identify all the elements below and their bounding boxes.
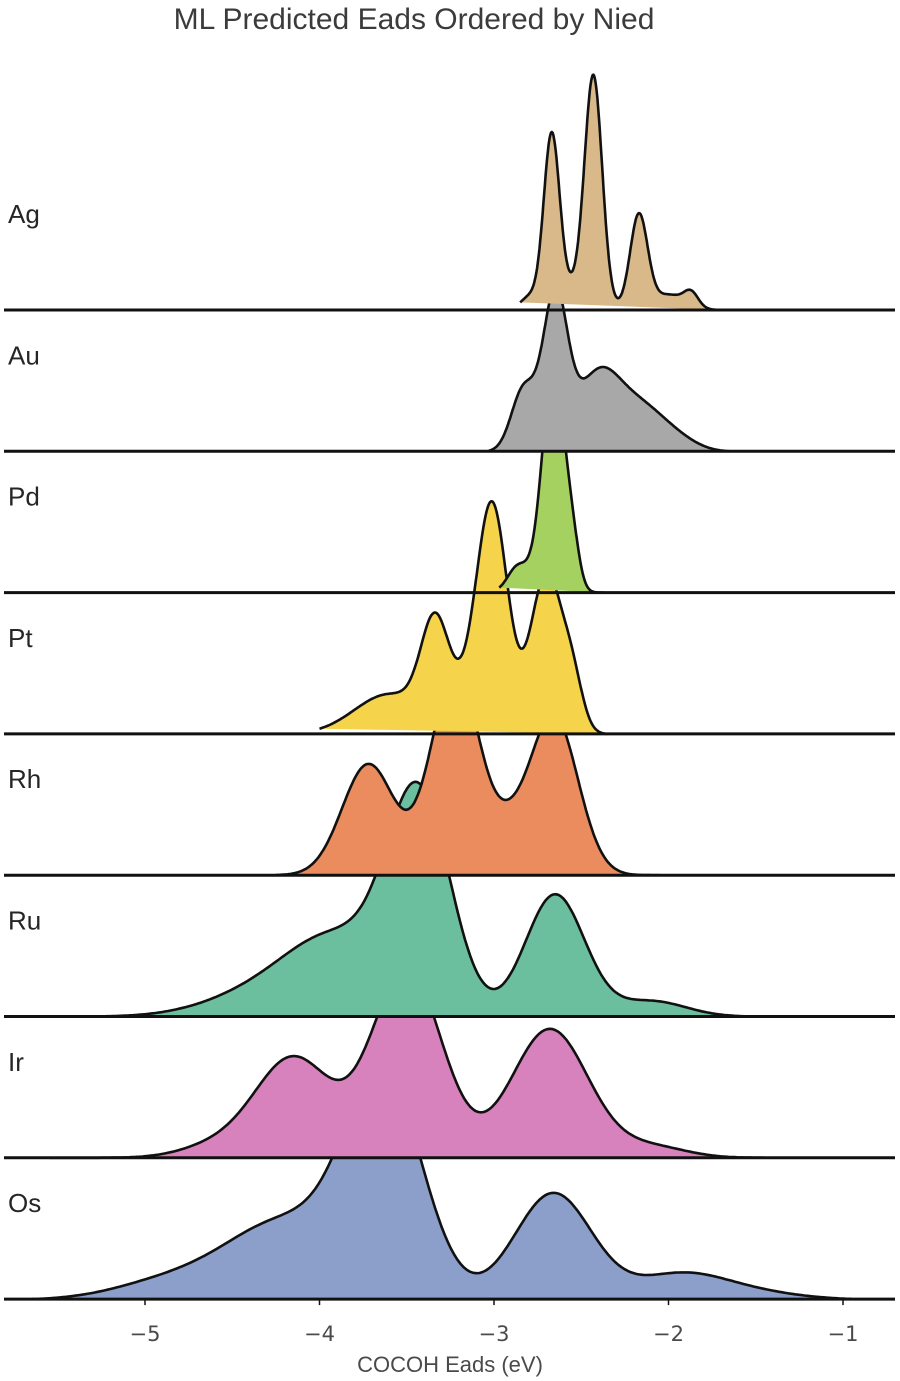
- density-fill-au: [488, 286, 730, 452]
- x-tick-label: −2: [653, 1322, 684, 1346]
- density-fill-os: [31, 1067, 852, 1300]
- density-outline-os: [31, 1066, 852, 1301]
- row-label-au: Au: [8, 340, 40, 370]
- x-tick-label: −5: [130, 1322, 161, 1346]
- density-fill-pd: [499, 369, 604, 593]
- ridges-group: Os Ir Ru Rh Pt Pd Au Ag: [4, 73, 895, 1301]
- ridge-pt: Pt: [4, 500, 895, 736]
- density-outline-pt: [319, 500, 608, 736]
- density-fill-rh: [275, 670, 660, 876]
- density-outline-ru: [92, 780, 747, 1018]
- row-label-os: Os: [8, 1188, 41, 1218]
- density-outline-au: [488, 284, 730, 453]
- row-label-ag: Ag: [8, 199, 40, 229]
- x-tick-label: −4: [304, 1322, 335, 1346]
- row-label-rh: Rh: [8, 764, 41, 794]
- x-tick-label: −1: [828, 1322, 859, 1346]
- ridge-os: Os: [4, 1066, 895, 1301]
- density-fill-ir: [49, 967, 765, 1158]
- x-axis-ticks: −5 −4 −3 −2 −1: [130, 1299, 859, 1346]
- x-tick-label: −3: [479, 1322, 510, 1346]
- density-fill-ru: [92, 781, 748, 1017]
- x-axis-label: COCOH Eads (eV): [357, 1352, 543, 1377]
- density-outline-ag: [519, 73, 722, 312]
- row-label-pd: Pd: [8, 482, 40, 512]
- row-label-ir: Ir: [8, 1047, 24, 1077]
- row-label-pt: Pt: [8, 623, 33, 653]
- row-label-ru: Ru: [8, 906, 41, 936]
- density-fill-pt: [319, 501, 608, 734]
- ridge-ag: Ag: [4, 73, 895, 312]
- ridge-pd: Pd: [4, 368, 895, 595]
- ridge-ru: Ru: [4, 780, 895, 1018]
- density-fill-ag: [520, 74, 721, 310]
- chart-title: ML Predicted Eads Ordered by Nied: [174, 3, 655, 36]
- ridge-au: Au: [4, 284, 895, 453]
